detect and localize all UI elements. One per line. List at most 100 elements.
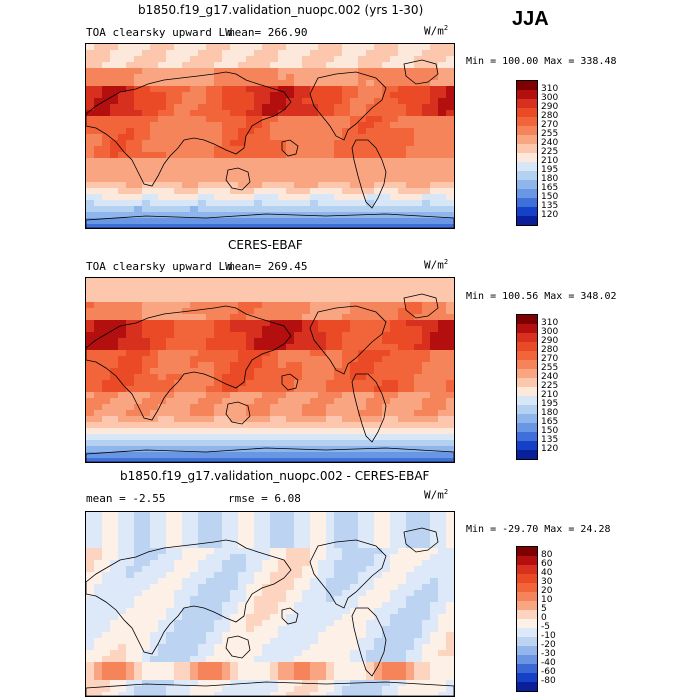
- coastline: [86, 447, 454, 462]
- coastline: [86, 305, 292, 421]
- colorbar-swatch: [517, 387, 537, 396]
- colorbar-tick-label: 150: [541, 192, 559, 202]
- colorbar-tick-label: 255: [541, 363, 559, 373]
- colorbar-tick-label: 310: [541, 84, 559, 94]
- colorbar-tick-label: 135: [541, 201, 559, 211]
- coastline: [281, 373, 299, 391]
- panel-3-rmse: rmse = 6.08: [228, 492, 301, 505]
- panel-1-colorbar: [516, 80, 538, 226]
- coastline: [86, 71, 292, 187]
- colorbar-tick-label: 135: [541, 435, 559, 445]
- colorbar-tick-label: 80: [541, 550, 553, 560]
- colorbar-tick-label: 255: [541, 129, 559, 139]
- colorbar-swatch: [517, 189, 537, 198]
- panel-2-variable: TOA clearsky upward LW: [86, 260, 232, 273]
- colorbar-swatch: [517, 99, 537, 108]
- coastline: [309, 71, 387, 141]
- panel-3-mean: mean = -2.55: [86, 492, 166, 505]
- panel-3-colorbar: [516, 546, 538, 692]
- panel-1-map: [85, 43, 455, 229]
- colorbar-swatch: [517, 601, 537, 610]
- colorbar-tick-label: 40: [541, 568, 553, 578]
- colorbar-tick-label: 120: [541, 444, 559, 454]
- colorbar-swatch: [517, 126, 537, 135]
- colorbar-tick-label: 290: [541, 336, 559, 346]
- colorbar-swatch: [517, 324, 537, 333]
- colorbar-tick-label: 180: [541, 174, 559, 184]
- colorbar-tick-label: 60: [541, 559, 553, 569]
- panel-3-map: [85, 511, 455, 697]
- colorbar-tick-label: 270: [541, 354, 559, 364]
- colorbar-swatch: [517, 144, 537, 153]
- colorbar-tick-label: -40: [541, 658, 556, 668]
- colorbar-tick-label: 20: [541, 586, 553, 596]
- colorbar-swatch: [517, 450, 537, 459]
- colorbar-swatch: [517, 216, 537, 225]
- coastline: [86, 213, 454, 228]
- colorbar-swatch: [517, 351, 537, 360]
- coastline: [225, 635, 251, 659]
- colorbar-swatch: [517, 396, 537, 405]
- panel-1-title: b1850.f19_g17.validation_nuopc.002 (yrs …: [138, 3, 424, 17]
- colorbar-tick-label: -20: [541, 640, 556, 650]
- colorbar-swatch: [517, 315, 537, 324]
- colorbar-swatch: [517, 414, 537, 423]
- panel-2-colorbar: [516, 314, 538, 460]
- colorbar-tick-label: 300: [541, 327, 559, 337]
- coastline: [225, 167, 251, 191]
- colorbar-tick-label: 270: [541, 120, 559, 130]
- panel-2-minmax: Min = 100.56 Max = 348.02: [466, 291, 617, 302]
- colorbar-tick-label: 165: [541, 183, 559, 193]
- panel-2-map: [85, 277, 455, 463]
- colorbar-swatch: [517, 342, 537, 351]
- colorbar-swatch: [517, 153, 537, 162]
- colorbar-tick-label: 5: [541, 604, 547, 614]
- panel-2-title: CERES-EBAF: [228, 238, 303, 252]
- panel-1-variable: TOA clearsky upward LW: [86, 26, 232, 39]
- coastline: [403, 527, 439, 553]
- colorbar-swatch: [517, 360, 537, 369]
- panel-1-mean: mean= 266.90: [228, 26, 308, 39]
- colorbar-swatch: [517, 610, 537, 619]
- colorbar-tick-label: -60: [541, 667, 556, 677]
- colorbar-swatch: [517, 655, 537, 664]
- coastline: [225, 401, 251, 425]
- colorbar-tick-label: 165: [541, 417, 559, 427]
- coastline: [281, 139, 299, 157]
- coastline: [86, 681, 454, 696]
- panel-3-units: W/m2: [424, 488, 449, 502]
- colorbar-tick-label: 280: [541, 345, 559, 355]
- colorbar-tick-label: -10: [541, 631, 556, 641]
- panel-1-minmax: Min = 100.00 Max = 338.48: [466, 56, 617, 67]
- colorbar-swatch: [517, 90, 537, 99]
- coastline: [309, 305, 387, 375]
- colorbar-tick-label: 225: [541, 147, 559, 157]
- season-label: JJA: [512, 8, 549, 30]
- colorbar-swatch: [517, 378, 537, 387]
- colorbar-swatch: [517, 369, 537, 378]
- colorbar-swatch: [517, 441, 537, 450]
- coastline: [403, 59, 439, 85]
- coastline: [351, 139, 387, 209]
- colorbar-swatch: [517, 646, 537, 655]
- colorbar-swatch: [517, 664, 537, 673]
- colorbar-swatch: [517, 592, 537, 601]
- colorbar-tick-label: 120: [541, 210, 559, 220]
- colorbar-tick-label: 280: [541, 111, 559, 121]
- colorbar-swatch: [517, 565, 537, 574]
- coastline: [281, 607, 299, 625]
- colorbar-swatch: [517, 682, 537, 691]
- colorbar-swatch: [517, 619, 537, 628]
- colorbar-tick-label: 210: [541, 390, 559, 400]
- colorbar-swatch: [517, 180, 537, 189]
- colorbar-swatch: [517, 135, 537, 144]
- colorbar-swatch: [517, 637, 537, 646]
- colorbar-tick-label: 0: [541, 613, 547, 623]
- colorbar-swatch: [517, 423, 537, 432]
- coastline: [86, 539, 292, 655]
- colorbar-tick-label: 195: [541, 399, 559, 409]
- colorbar-tick-label: -80: [541, 676, 556, 686]
- colorbar-swatch: [517, 81, 537, 90]
- colorbar-swatch: [517, 405, 537, 414]
- colorbar-swatch: [517, 171, 537, 180]
